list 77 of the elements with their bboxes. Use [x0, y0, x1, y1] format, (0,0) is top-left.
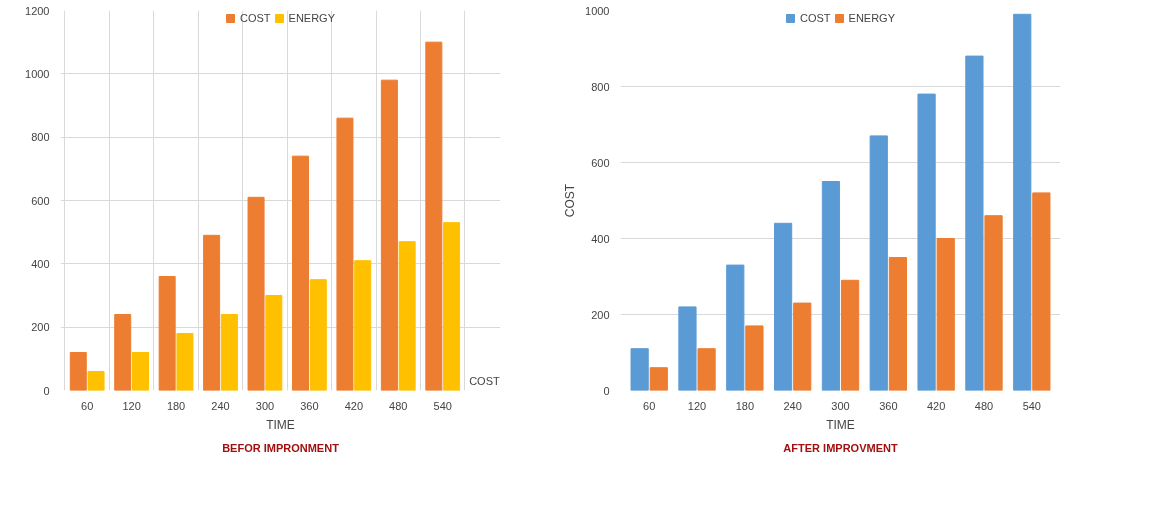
- x-tick-label: 120: [122, 399, 141, 412]
- x-tick-label: 420: [926, 399, 946, 412]
- bar: [354, 260, 372, 391]
- y-tick-label: 1200: [25, 4, 50, 17]
- bar: [984, 215, 1003, 391]
- x-tick-label: 120: [687, 399, 707, 412]
- bar: [158, 276, 176, 391]
- bar: [869, 135, 888, 391]
- bar: [265, 295, 283, 391]
- y-axis-title: COST: [563, 183, 578, 218]
- bar: [697, 348, 716, 391]
- x-tick-label: 60: [643, 399, 656, 412]
- x-tick-label: 480: [974, 399, 994, 412]
- bar: [888, 257, 907, 391]
- y-tick-label: 0: [603, 384, 610, 397]
- x-tick-label: 540: [433, 399, 452, 412]
- bar: [203, 234, 221, 391]
- y-tick-label: 1000: [25, 67, 50, 80]
- x-tick-label: 360: [879, 399, 898, 412]
- y-tick-label: 600: [591, 156, 610, 169]
- y-tick-label: 800: [31, 131, 50, 144]
- bar: [336, 117, 354, 391]
- bar: [917, 93, 936, 391]
- bar: [1032, 192, 1051, 391]
- bar: [774, 222, 793, 391]
- bar: [649, 367, 668, 391]
- bar: [292, 155, 309, 391]
- text: BEFOR IMPRONMENT: [222, 441, 340, 454]
- x-tick-label: 180: [166, 399, 186, 412]
- x-tick-label: 60: [81, 399, 94, 412]
- bar: [726, 264, 745, 391]
- y-tick-label: 800: [591, 80, 610, 93]
- bar: [630, 348, 649, 391]
- y-tick-label: 1000: [585, 4, 610, 17]
- x-axis-title: TIME: [826, 417, 855, 432]
- legend-label: ENERGY: [848, 12, 896, 24]
- bar: [132, 352, 149, 391]
- x-tick-label: 480: [389, 399, 408, 412]
- bar: [1013, 13, 1032, 391]
- x-tick-label: 420: [344, 399, 364, 412]
- legend-label: COST: [239, 12, 271, 24]
- bar: [425, 41, 443, 391]
- bar: [247, 196, 265, 391]
- bar: [176, 333, 194, 391]
- y-tick-label: 0: [43, 384, 50, 397]
- bar: [821, 181, 841, 391]
- bar: [443, 222, 461, 391]
- x-tick-label: 540: [1022, 399, 1041, 412]
- bar: [114, 314, 132, 391]
- bar: [936, 238, 955, 391]
- x-tick-label: 300: [255, 399, 275, 412]
- text: AFTER IMPROVMENT: [783, 441, 898, 454]
- bar: [840, 279, 860, 391]
- x-tick-label: 180: [735, 399, 755, 412]
- bar: [69, 352, 87, 391]
- legend-label: ENERGY: [288, 12, 336, 24]
- x-tick-label: 240: [783, 399, 802, 412]
- bar: [745, 325, 764, 391]
- legend-label: COST: [799, 12, 831, 24]
- bar: [678, 306, 697, 391]
- bar: [220, 314, 238, 391]
- x-tick-label: 300: [831, 399, 850, 412]
- y-tick-label: 200: [591, 308, 610, 321]
- x-axis-title: TIME: [266, 417, 295, 432]
- x-tick-label: 360: [300, 399, 319, 412]
- x-tick-label: 240: [211, 399, 230, 412]
- bar: [309, 279, 327, 391]
- bar: [793, 302, 812, 391]
- y-tick-label: 600: [31, 194, 50, 207]
- y-tick-label: 200: [31, 321, 50, 334]
- annotation: COST: [469, 374, 500, 387]
- bar: [398, 241, 416, 391]
- bar: [380, 79, 398, 391]
- bar: [965, 55, 984, 391]
- bar: [87, 371, 105, 391]
- y-tick-label: 400: [591, 232, 610, 245]
- y-tick-label: 400: [31, 257, 50, 270]
